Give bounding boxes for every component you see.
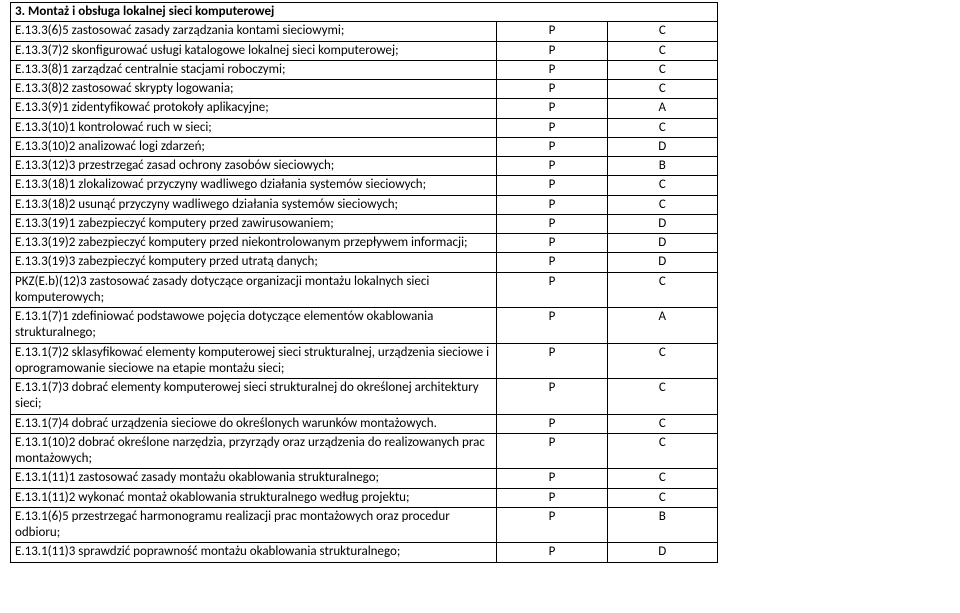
table-row: E.13.3(19)3 zabezpieczyć komputery przed… xyxy=(11,253,718,272)
table-row: E.13.3(19)1 zabezpieczyć komputery przed… xyxy=(11,214,718,233)
table-row: E.13.3(18)1 zlokalizować przyczyny wadli… xyxy=(11,176,718,195)
table-row: E.13.1(11)2 wykonać montaż okablowania s… xyxy=(11,488,718,507)
row-col1: P xyxy=(497,379,607,415)
table-row: E.13.3(7)2 skonfigurować usługi katalogo… xyxy=(11,41,718,60)
row-description: E.13.3(6)5 zastosować zasady zarządzania… xyxy=(11,22,497,41)
row-col2: D xyxy=(607,234,717,253)
table-row: E.13.3(18)2 usunąć przyczyny wadliwego d… xyxy=(11,195,718,214)
row-col2: C xyxy=(607,176,717,195)
table-row: E.13.3(19)2 zabezpieczyć komputery przed… xyxy=(11,234,718,253)
row-col1: P xyxy=(497,469,607,488)
row-col2: C xyxy=(607,469,717,488)
row-description: E.13.3(19)3 zabezpieczyć komputery przed… xyxy=(11,253,497,272)
row-col1: P xyxy=(497,157,607,176)
section-header: 3. Montaż i obsługa lokalnej sieci kompu… xyxy=(11,3,718,22)
table-row: E.13.1(11)3 sprawdzić poprawność montażu… xyxy=(11,543,718,562)
row-col2: B xyxy=(607,157,717,176)
table-row: E.13.3(8)2 zastosować skrypty logowania;… xyxy=(11,80,718,99)
row-description: PKZ(E.b)(12)3 zastosować zasady dotycząc… xyxy=(11,272,497,308)
row-col1: P xyxy=(497,41,607,60)
row-col1: P xyxy=(497,22,607,41)
row-col1: P xyxy=(497,214,607,233)
table-row: E.13.1(10)2 dobrać określone narzędzia, … xyxy=(11,433,718,469)
requirements-table: 3. Montaż i obsługa lokalnej sieci kompu… xyxy=(10,2,718,563)
table-row: E.13.3(8)1 zarządzać centralnie stacjami… xyxy=(11,60,718,79)
row-col1: P xyxy=(497,308,607,344)
table-row: E.13.1(7)1 zdefiniować podstawowe pojęci… xyxy=(11,308,718,344)
row-col1: P xyxy=(497,272,607,308)
row-col1: P xyxy=(497,414,607,433)
table-row: E.13.1(7)3 dobrać elementy komputerowej … xyxy=(11,379,718,415)
row-col2: D xyxy=(607,253,717,272)
row-col2: C xyxy=(607,22,717,41)
row-col1: P xyxy=(497,80,607,99)
row-col2: C xyxy=(607,343,717,379)
row-col2: C xyxy=(607,60,717,79)
row-description: E.13.1(11)1 zastosować zasady montażu ok… xyxy=(11,469,497,488)
row-description: E.13.1(7)2 sklasyfikować elementy komput… xyxy=(11,343,497,379)
row-col1: P xyxy=(497,507,607,543)
table-row: E.13.3(9)1 zidentyfikować protokoły apli… xyxy=(11,99,718,118)
row-col1: P xyxy=(497,488,607,507)
row-col1: P xyxy=(497,253,607,272)
table-row: E.13.3(10)1 kontrolować ruch w sieci;PC xyxy=(11,118,718,137)
row-description: E.13.1(6)5 przestrzegać harmonogramu rea… xyxy=(11,507,497,543)
row-col2: C xyxy=(607,272,717,308)
row-col2: D xyxy=(607,137,717,156)
row-description: E.13.3(8)1 zarządzać centralnie stacjami… xyxy=(11,60,497,79)
row-description: E.13.1(7)3 dobrać elementy komputerowej … xyxy=(11,379,497,415)
row-description: E.13.3(7)2 skonfigurować usługi katalogo… xyxy=(11,41,497,60)
table-row: E.13.1(11)1 zastosować zasady montażu ok… xyxy=(11,469,718,488)
row-col2: D xyxy=(607,214,717,233)
row-description: E.13.3(8)2 zastosować skrypty logowania; xyxy=(11,80,497,99)
row-col2: C xyxy=(607,379,717,415)
table-row: E.13.3(12)3 przestrzegać zasad ochrony z… xyxy=(11,157,718,176)
table-row: E.13.1(6)5 przestrzegać harmonogramu rea… xyxy=(11,507,718,543)
table-row: E.13.3(10)2 analizować logi zdarzeń;PD xyxy=(11,137,718,156)
row-col1: P xyxy=(497,60,607,79)
row-col2: C xyxy=(607,414,717,433)
table-row: E.13.1(7)4 dobrać urządzenia sieciowe do… xyxy=(11,414,718,433)
row-description: E.13.3(18)2 usunąć przyczyny wadliwego d… xyxy=(11,195,497,214)
row-col1: P xyxy=(497,195,607,214)
row-col1: P xyxy=(497,118,607,137)
row-description: E.13.1(7)4 dobrać urządzenia sieciowe do… xyxy=(11,414,497,433)
row-description: E.13.1(11)2 wykonać montaż okablowania s… xyxy=(11,488,497,507)
row-description: E.13.1(10)2 dobrać określone narzędzia, … xyxy=(11,433,497,469)
row-description: E.13.3(10)2 analizować logi zdarzeń; xyxy=(11,137,497,156)
row-col2: C xyxy=(607,41,717,60)
table-row: E.13.1(7)2 sklasyfikować elementy komput… xyxy=(11,343,718,379)
row-description: E.13.3(12)3 przestrzegać zasad ochrony z… xyxy=(11,157,497,176)
row-description: E.13.3(10)1 kontrolować ruch w sieci; xyxy=(11,118,497,137)
table-row: E.13.3(6)5 zastosować zasady zarządzania… xyxy=(11,22,718,41)
row-description: E.13.3(9)1 zidentyfikować protokoły apli… xyxy=(11,99,497,118)
row-col2: B xyxy=(607,507,717,543)
row-col2: C xyxy=(607,195,717,214)
row-col2: A xyxy=(607,99,717,118)
row-col2: C xyxy=(607,80,717,99)
row-description: E.13.3(18)1 zlokalizować przyczyny wadli… xyxy=(11,176,497,195)
row-description: E.13.1(7)1 zdefiniować podstawowe pojęci… xyxy=(11,308,497,344)
row-col2: D xyxy=(607,543,717,562)
row-col1: P xyxy=(497,176,607,195)
table-row: PKZ(E.b)(12)3 zastosować zasady dotycząc… xyxy=(11,272,718,308)
row-description: E.13.1(11)3 sprawdzić poprawność montażu… xyxy=(11,543,497,562)
row-col2: C xyxy=(607,488,717,507)
row-col1: P xyxy=(497,234,607,253)
row-col2: C xyxy=(607,433,717,469)
row-col1: P xyxy=(497,343,607,379)
row-description: E.13.3(19)2 zabezpieczyć komputery przed… xyxy=(11,234,497,253)
row-col1: P xyxy=(497,99,607,118)
row-col2: A xyxy=(607,308,717,344)
row-col1: P xyxy=(497,433,607,469)
row-description: E.13.3(19)1 zabezpieczyć komputery przed… xyxy=(11,214,497,233)
row-col2: C xyxy=(607,118,717,137)
row-col1: P xyxy=(497,543,607,562)
row-col1: P xyxy=(497,137,607,156)
